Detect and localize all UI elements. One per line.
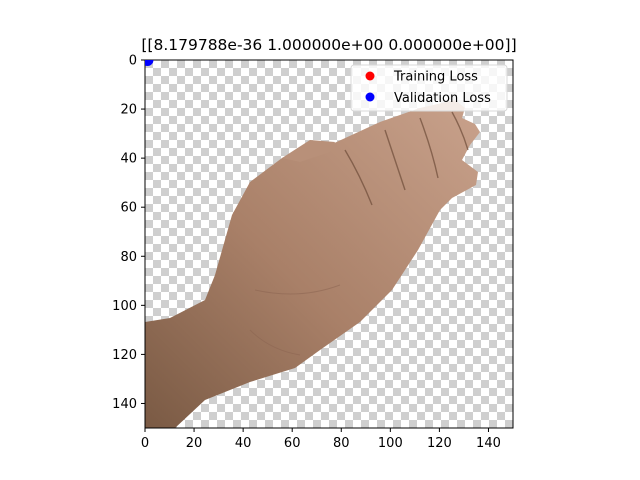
- y-tick-label: 0: [129, 54, 137, 69]
- x-axis-ticks: 0 20 40 60 80 100 120 140: [141, 428, 501, 451]
- data-points: [145, 60, 154, 66]
- x-tick-label: 100: [378, 436, 403, 451]
- y-tick-label: 40: [120, 152, 137, 167]
- y-tick-label: 120: [112, 348, 137, 363]
- x-tick-label: 120: [427, 436, 452, 451]
- x-tick-label: 20: [186, 436, 203, 451]
- legend-label-validation-loss: Validation Loss: [394, 91, 491, 106]
- y-tick-label: 100: [112, 299, 137, 314]
- y-tick-label: 80: [120, 250, 137, 265]
- x-tick-label: 140: [476, 436, 501, 451]
- y-axis-ticks: 0 20 40 60 80 100 120 140: [112, 54, 145, 412]
- x-tick-label: 0: [141, 436, 149, 451]
- data-point-validation-loss: [145, 60, 154, 66]
- x-tick-label: 60: [284, 436, 301, 451]
- y-tick-label: 60: [120, 201, 137, 216]
- plot-frame: [144, 59, 514, 429]
- chart-title: [[8.179788e-36 1.000000e+00 0.000000e+00…: [141, 36, 516, 54]
- legend: Training Loss Validation Loss: [350, 64, 508, 112]
- legend-label-training-loss: Training Loss: [393, 70, 478, 85]
- legend-marker-validation-loss: [365, 92, 375, 102]
- x-tick-label: 40: [235, 436, 252, 451]
- x-tick-label: 80: [333, 436, 350, 451]
- y-tick-label: 140: [112, 397, 137, 412]
- legend-marker-training-loss: [365, 71, 375, 81]
- hand-image: [145, 100, 480, 428]
- y-tick-label: 20: [120, 103, 137, 118]
- legend-box: [350, 64, 508, 112]
